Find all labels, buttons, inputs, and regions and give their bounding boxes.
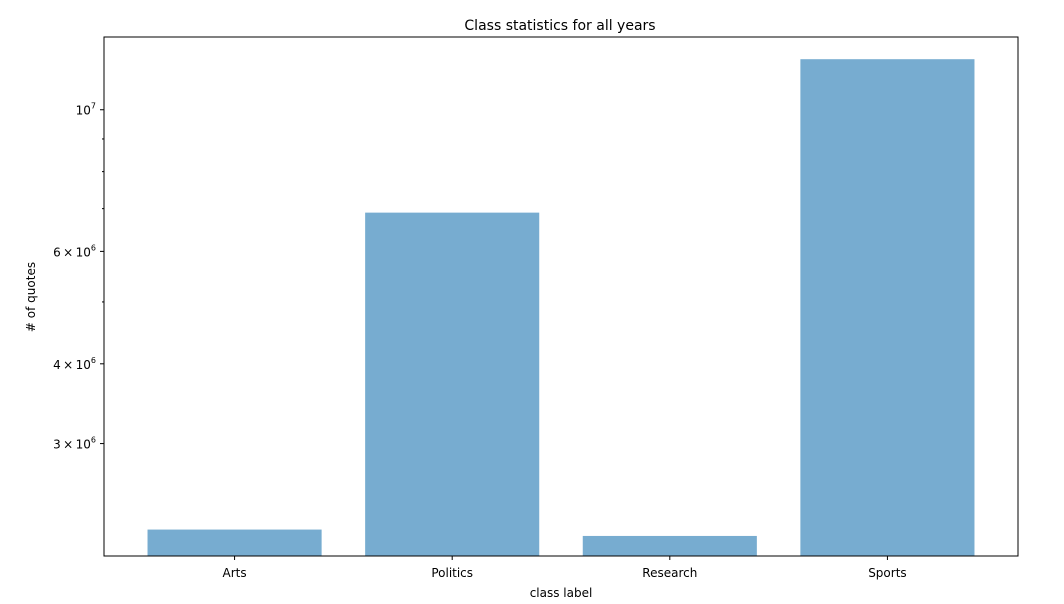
y-tick-label: 107 bbox=[76, 102, 96, 118]
bar-politics bbox=[365, 212, 540, 557]
x-tick-label: Research bbox=[642, 566, 697, 580]
x-axis-label: class label bbox=[530, 586, 593, 600]
plot-frame bbox=[103, 36, 1019, 557]
y-tick-label: 4 × 106 bbox=[53, 356, 96, 372]
chart-title: Class statistics for all years bbox=[464, 18, 655, 34]
bar-sports bbox=[800, 59, 975, 557]
y-axis-ticks: 3 × 106 4 × 106 6 × 106 107 bbox=[53, 102, 104, 452]
bars-group bbox=[147, 59, 975, 557]
bar-arts bbox=[147, 529, 322, 556]
x-tick-label: Sports bbox=[868, 566, 906, 580]
x-axis-ticks: Arts Politics Research Sports bbox=[223, 556, 907, 580]
y-axis-label: # of quotes bbox=[24, 262, 38, 332]
x-tick-label: Arts bbox=[223, 566, 247, 580]
bar-research bbox=[582, 535, 757, 556]
x-tick-label: Politics bbox=[431, 566, 473, 580]
y-tick-label: 6 × 106 bbox=[53, 243, 96, 259]
y-tick-label: 3 × 106 bbox=[53, 436, 96, 452]
